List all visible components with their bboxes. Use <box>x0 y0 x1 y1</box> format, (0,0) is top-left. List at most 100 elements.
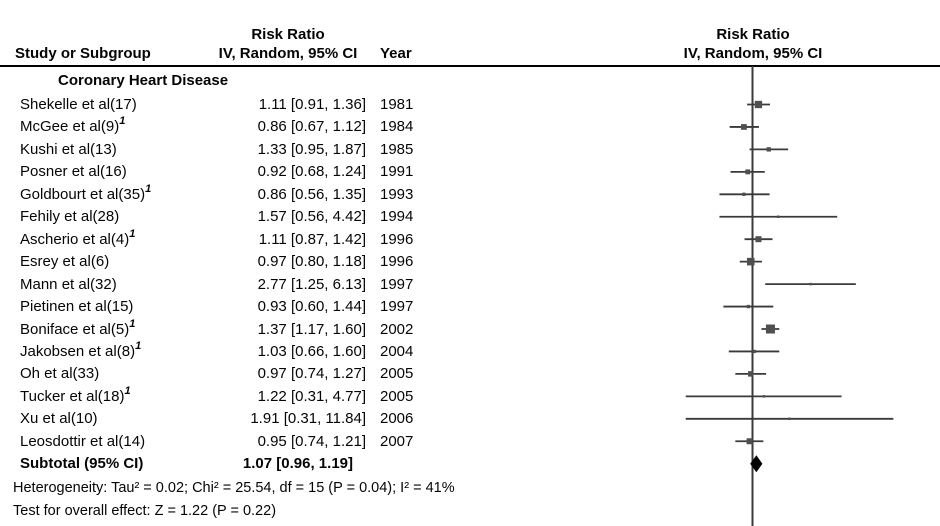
effect-marker <box>741 124 747 130</box>
study-ci <box>685 417 894 421</box>
study-name: Boniface et al(5)1 <box>20 317 136 338</box>
study-ci <box>735 438 764 445</box>
study-ci <box>685 395 842 398</box>
study-year: 2005 <box>380 365 414 383</box>
ci-value: 0.86 [0.56, 1.35] <box>257 185 366 203</box>
study-year: 1996 <box>380 230 414 248</box>
ci-value: 0.97 [0.80, 1.18] <box>257 253 366 271</box>
study-ci <box>719 192 770 196</box>
study-ci <box>730 169 765 175</box>
study-row: Xu et al(10) 1.91 [0.31, 11.84] 2006 <box>0 408 470 429</box>
study-name: Esrey et al(6) <box>20 253 110 271</box>
study-year: 2004 <box>380 342 414 360</box>
ci-value: 1.03 [0.66, 1.60] <box>257 342 366 360</box>
study-row: Tucker et al(18)1 1.22 [0.31, 4.77] 2005 <box>0 384 470 407</box>
left-effect-subtitle: IV, Random, 95% CI <box>218 45 358 62</box>
study-ci <box>747 100 771 109</box>
study-name: Fehily et al(28) <box>20 208 120 226</box>
ci-value: 1.33 [0.95, 1.87] <box>257 140 366 158</box>
footnote-marker: 1 <box>119 115 126 128</box>
effect-marker <box>746 304 751 309</box>
ci-value: 1.37 [1.17, 1.60] <box>257 320 366 338</box>
study-year: 1985 <box>380 140 414 158</box>
study-row: Boniface et al(5)1 1.37 [1.17, 1.60] 2002 <box>0 317 470 340</box>
right-effect-subtitle: IV, Random, 95% CI <box>683 45 823 62</box>
footnote-marker: 1 <box>129 227 136 240</box>
study-year: 1997 <box>380 298 414 316</box>
left-effect-title: Risk Ratio <box>251 26 325 43</box>
study-year: 2005 <box>380 387 414 405</box>
study-name: Ascherio et al(4)1 <box>20 227 136 248</box>
study-name: Jakobsen et al(8)1 <box>20 339 142 360</box>
study-ci <box>735 371 767 377</box>
study-ci <box>728 349 780 354</box>
study-year: 2006 <box>380 410 414 428</box>
study-row: Leosdottir et al(14) 0.95 [0.74, 1.21] 200… <box>0 431 470 452</box>
study-row: Ascherio et al(4)1 1.11 [0.87, 1.42] 1996 <box>0 227 470 250</box>
study-name: Mann et al(32) <box>20 275 117 293</box>
footnote-marker: 1 <box>145 182 152 195</box>
study-year: 2007 <box>380 432 414 450</box>
study-name: Goldbourt et al(35)1 <box>20 182 152 203</box>
study-row: Kushi et al(13) 1.33 [0.95, 1.87] 1985 <box>0 139 470 160</box>
study-year: 1991 <box>380 163 414 181</box>
study-name: McGee et al(9)1 <box>20 115 126 136</box>
study-row: Jakobsen et al(8)1 1.03 [0.66, 1.60] 2004 <box>0 339 470 362</box>
study-name: Tucker et al(18)1 <box>20 384 131 405</box>
study-ci <box>744 236 773 243</box>
study-ci <box>723 304 774 309</box>
effect-marker <box>748 371 754 377</box>
study-ci <box>749 147 789 152</box>
study-ci <box>739 257 762 266</box>
footnote-marker: 1 <box>135 339 142 352</box>
study-ci <box>761 324 780 334</box>
study-row: Posner et al(16) 0.92 [0.68, 1.24] 1991 <box>0 161 470 182</box>
footnote-marker: 1 <box>129 317 136 330</box>
study-name: Oh et al(33) <box>20 365 100 383</box>
effect-marker <box>765 324 775 334</box>
heterogeneity-stats: Heterogeneity: Tau² = 0.02; Chi² = 25.54… <box>13 480 455 496</box>
study-row: Pietinen et al(15) 0.93 [0.60, 1.44] 1997 <box>0 296 470 317</box>
subtotal-row: Subtotal (95% CI) 1.07 [0.96, 1.19] <box>0 453 470 474</box>
study-column-header: Study or Subgroup <box>15 45 151 62</box>
ci-value: 0.95 [0.74, 1.21] <box>257 432 366 450</box>
effect-marker <box>755 236 762 243</box>
effect-marker <box>752 349 756 354</box>
study-row: McGee et al(9)1 0.86 [0.67, 1.12] 1984 <box>0 115 470 137</box>
header-divider-line <box>0 65 940 67</box>
ci-value: 1.91 [0.31, 11.84] <box>250 410 366 428</box>
effect-marker <box>809 282 812 286</box>
effect-marker <box>746 438 753 445</box>
effect-marker <box>745 169 751 175</box>
ci-value: 1.57 [0.56, 4.42] <box>257 208 366 226</box>
effect-marker <box>742 192 746 196</box>
ci-value: 0.97 [0.74, 1.27] <box>257 365 366 383</box>
study-name: Pietinen et al(15) <box>20 298 134 316</box>
ci-value: 1.11 [0.87, 1.42] <box>258 230 366 248</box>
ci-value: 0.86 [0.67, 1.12] <box>257 118 366 136</box>
study-name: Leosdottir et al(14) <box>20 432 146 450</box>
effect-marker <box>762 395 766 398</box>
subtotal-ci-value: 1.07 [0.96, 1.19] <box>242 455 353 473</box>
ci-value: 0.93 [0.60, 1.44] <box>257 298 366 316</box>
study-name: Posner et al(16) <box>20 163 127 181</box>
study-year: 1996 <box>380 253 414 271</box>
subtotal-diamond <box>750 455 763 473</box>
ci-value: 0.92 [0.68, 1.24] <box>257 163 366 181</box>
study-ci <box>729 124 759 130</box>
study-row: Shekelle et al(17) 1.11 [0.91, 1.36] 1981 <box>0 94 470 115</box>
study-ci <box>765 282 856 286</box>
subgroup-title: Coronary Heart Disease <box>58 72 229 89</box>
effect-marker <box>776 215 780 218</box>
year-column-header: Year <box>380 45 412 62</box>
study-ci <box>719 215 838 218</box>
study-row: Esrey et al(6) 0.97 [0.80, 1.18] 1996 <box>0 251 470 272</box>
right-effect-title: Risk Ratio <box>716 26 790 43</box>
ci-value: 2.77 [1.25, 6.13] <box>257 275 366 293</box>
effect-marker <box>746 257 755 266</box>
study-year: 1981 <box>380 96 414 113</box>
ci-value: 1.22 [0.31, 4.77] <box>257 387 366 405</box>
study-row: Goldbourt et al(35)1 0.86 [0.56, 1.35] 199… <box>0 182 470 205</box>
